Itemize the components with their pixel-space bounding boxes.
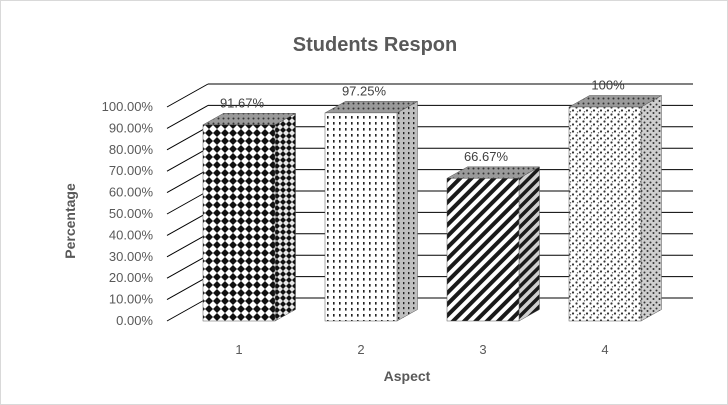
x-tick-label: 2 <box>357 342 364 357</box>
gridline-side <box>166 211 209 236</box>
bar-front <box>202 124 276 322</box>
gridline-side <box>166 297 209 322</box>
bars <box>202 95 663 322</box>
y-tick-label: 80.00% <box>109 142 154 157</box>
bar-side <box>518 166 540 322</box>
y-tick-label: 50.00% <box>109 206 154 221</box>
data-labels: 91.67% 97.25% 66.67% 100% <box>220 78 625 164</box>
x-tick-label: 3 <box>479 342 486 357</box>
data-label: 66.67% <box>464 149 509 164</box>
bar-side <box>274 112 296 322</box>
y-tick-label: 0.00% <box>116 313 153 328</box>
y-tick-label: 20.00% <box>109 270 154 285</box>
bar-front <box>446 178 520 322</box>
gridline-side <box>166 147 209 172</box>
gridline-side <box>166 104 209 129</box>
bar-front <box>324 112 398 322</box>
chart-title: Students Respon <box>293 34 457 56</box>
y-tick-label: 60.00% <box>109 185 154 200</box>
y-axis-title: Percentage <box>62 183 78 259</box>
bar <box>324 100 419 322</box>
y-tick-label: 30.00% <box>109 249 154 264</box>
y-tick-label: 90.00% <box>109 120 154 135</box>
bar <box>446 166 541 322</box>
x-axis-ticks: 1 2 3 4 <box>235 342 608 357</box>
bar-side <box>640 95 662 322</box>
data-label: 97.25% <box>342 83 387 98</box>
x-tick-label: 1 <box>235 342 242 357</box>
y-tick-label: 100.00% <box>102 99 154 114</box>
bar-front <box>568 106 642 322</box>
data-label: 91.67% <box>220 95 265 110</box>
gridline-side <box>166 254 209 279</box>
gridline-side <box>166 233 209 258</box>
y-tick-label: 10.00% <box>109 292 154 307</box>
x-tick-label: 4 <box>601 342 608 357</box>
bar <box>568 95 663 322</box>
y-axis-ticks: 0.00% 10.00% 20.00% 30.00% 40.00% 50.00% 60.00… <box>102 99 154 328</box>
x-axis-title: Aspect <box>384 368 431 384</box>
gridline-side <box>166 190 209 215</box>
bar <box>202 112 297 322</box>
data-label: 100% <box>591 78 625 93</box>
bar-side <box>396 100 418 322</box>
gridline-side <box>166 276 209 301</box>
gridline-side <box>166 169 209 194</box>
y-tick-label: 40.00% <box>109 227 154 242</box>
y-tick-label: 70.00% <box>109 163 154 178</box>
gridline-side <box>166 83 209 108</box>
gridline-side <box>166 126 209 151</box>
